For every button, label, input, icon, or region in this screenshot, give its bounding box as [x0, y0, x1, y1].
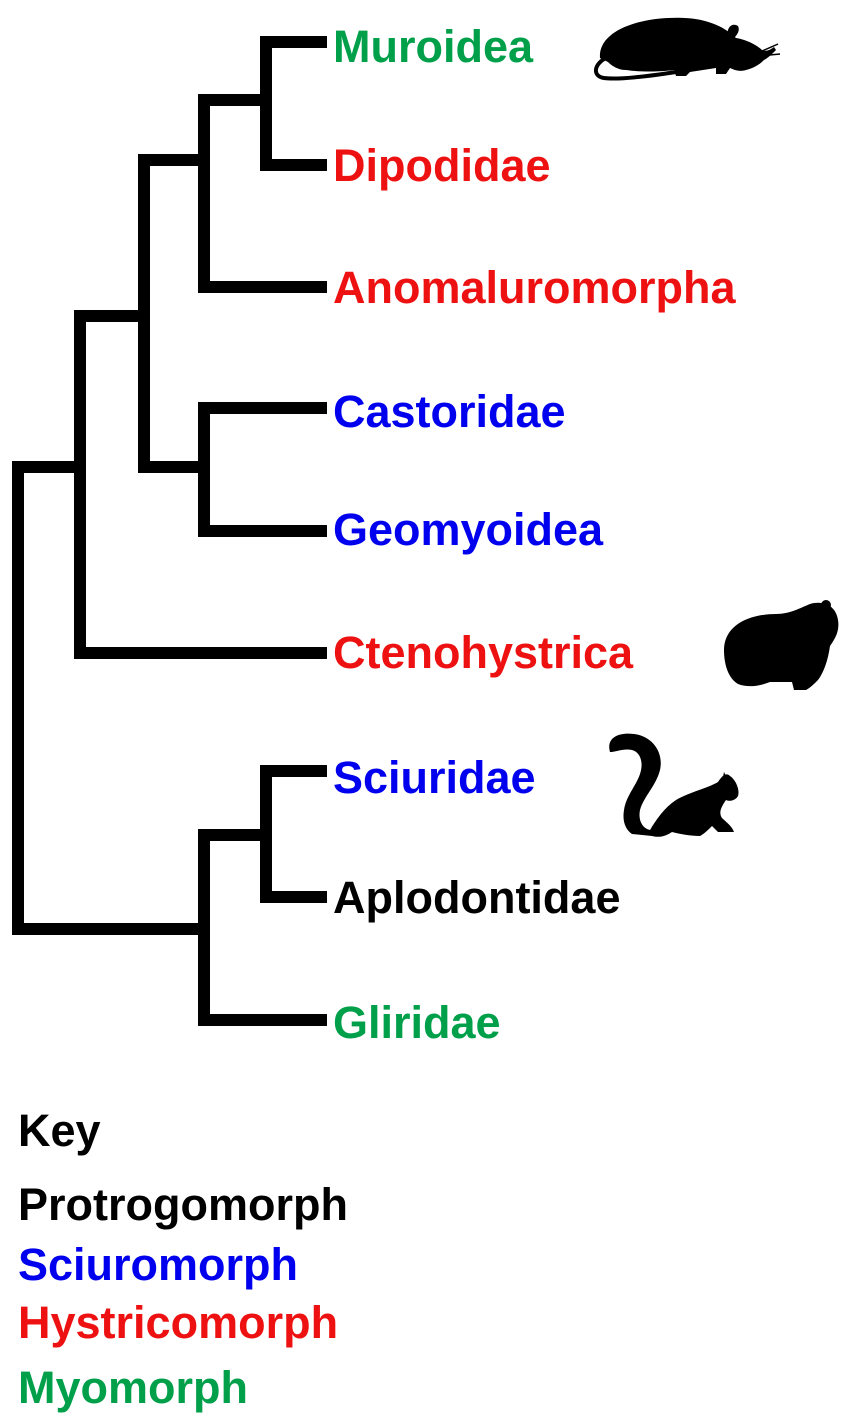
taxon-label: Sciuridae — [333, 752, 536, 803]
taxon-label: Geomyoidea — [333, 504, 604, 555]
branch-sciuridae-aplodontidae — [260, 765, 327, 903]
taxon-label: Aplodontidae — [333, 872, 621, 923]
key-item-protrogomorph: Protrogomorph — [18, 1179, 348, 1230]
taxon-label: Anomaluromorpha — [333, 262, 736, 313]
branch-myodonta-anomaluromorpha — [198, 94, 327, 293]
branch-castorimorpha — [198, 402, 327, 537]
branch-muroidea-dipodidae — [260, 36, 327, 171]
key-item-myomorph: Myomorph — [18, 1362, 248, 1413]
guinea-pig-silhouette-icon — [724, 600, 839, 690]
phylogenetic-tree — [12, 17, 839, 1026]
squirrel-silhouette-icon — [609, 733, 739, 837]
key-title: Key — [18, 1105, 101, 1156]
taxon-label: Castoridae — [333, 386, 566, 437]
taxon-label: Muroidea — [333, 21, 534, 72]
taxon-label: Gliridae — [333, 997, 501, 1048]
branch-root — [12, 461, 204, 935]
rat-silhouette-icon — [594, 17, 781, 81]
branch-mouse-related-clade — [138, 154, 204, 473]
key-item-sciuromorph: Sciuromorph — [18, 1239, 299, 1290]
taxon-label: Dipodidae — [333, 140, 551, 191]
branch-ctenohystrica — [74, 310, 327, 659]
taxon-label: Ctenohystrica — [333, 627, 634, 678]
key-item-hystricomorph: Hystricomorph — [18, 1297, 339, 1348]
